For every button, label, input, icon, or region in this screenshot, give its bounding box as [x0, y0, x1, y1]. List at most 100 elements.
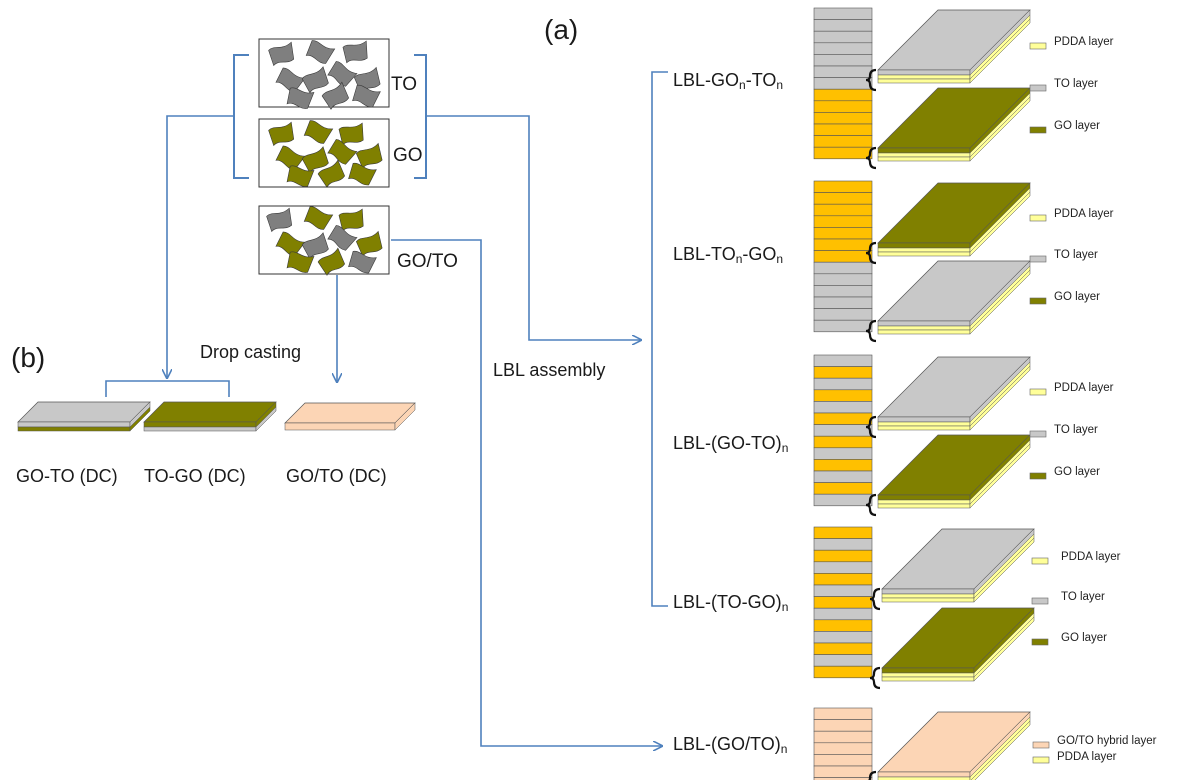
stack-layer [813, 389, 873, 402]
stack-layer [813, 493, 873, 507]
lbl-film-label-4: LBL-(TO-GO)n [673, 592, 789, 614]
legend-4-pdda: PDDA layer [1061, 551, 1121, 563]
nanosheet-flake [338, 122, 364, 146]
drop-cast-film-go-to [17, 401, 151, 432]
stack-layer [813, 77, 873, 90]
brace [865, 68, 877, 92]
nanosheet-flake [303, 206, 334, 230]
stack-layer [813, 366, 873, 379]
stack-to-n-go-n [813, 180, 873, 333]
stack-layer [813, 459, 873, 472]
stack-layer [813, 538, 873, 551]
stack-layer [813, 54, 873, 67]
stack-layer [813, 203, 873, 217]
film-2-go-top [865, 182, 1031, 265]
legend-swatch [1029, 297, 1047, 305]
lbl-stacks [813, 7, 873, 780]
legend-swatch [1029, 472, 1047, 480]
legend-2-pdda: PDDA layer [1054, 208, 1114, 220]
go-label: GO [393, 145, 423, 166]
legend-5-hybrid: GO/TO hybrid layer [1057, 735, 1157, 747]
film-3-to-top [865, 356, 1031, 439]
stack-layer [813, 180, 873, 193]
nanosheet-flake [286, 251, 315, 273]
drop-cast-film-to-go [143, 401, 277, 432]
stack-layer [813, 319, 873, 333]
brace [865, 319, 877, 343]
legend-swatch-hybrid [1032, 741, 1050, 749]
stack-layer [813, 88, 873, 102]
to-label: TO [391, 74, 418, 95]
nanosheet-flake [301, 146, 329, 174]
arrow-to-hybrid-lbl [391, 239, 662, 746]
film-slab [877, 87, 1031, 162]
legend-4-to: TO layer [1061, 591, 1105, 603]
stack-layer [813, 447, 873, 460]
legend-swatch [1029, 84, 1047, 92]
nanosheet-flake [327, 139, 358, 165]
stack-to-go-n [813, 526, 873, 679]
arrow-to-lbl [426, 115, 641, 340]
film-4-to-top [869, 528, 1035, 611]
lbl-film-label-3: LBL-(GO-TO)n [673, 433, 789, 455]
stack-layer [813, 765, 873, 778]
nanosheet-flake [286, 165, 315, 187]
legend-5-pdda: PDDA layer [1057, 751, 1117, 763]
stack-layer [813, 238, 873, 251]
film-slab [877, 434, 1031, 509]
legend-swatch [1029, 430, 1047, 438]
stack-layer [813, 412, 873, 425]
stack-layer [813, 549, 873, 563]
stack-layer [813, 19, 873, 32]
legend-1-pdda: PDDA layer [1054, 36, 1114, 48]
nanosheet-flake [303, 120, 334, 144]
stack-layer [813, 665, 873, 679]
stack-layer [813, 227, 873, 240]
film-3-go-bottom [865, 434, 1031, 517]
stack-layer [813, 642, 873, 655]
stack-layer [813, 730, 873, 744]
nanosheet-flake [268, 121, 295, 147]
stack-layer [813, 7, 873, 20]
nanosheet-flake [317, 247, 345, 276]
to-flakes [268, 40, 381, 110]
stack-layer [813, 261, 873, 275]
nanosheet-flake [342, 40, 368, 64]
stack-layer [813, 308, 873, 321]
stack-layer [813, 123, 873, 136]
stack-layer [813, 596, 873, 609]
nanosheet-flake [338, 208, 364, 232]
stack-layer [813, 296, 873, 309]
legend-1-to: TO layer [1054, 78, 1098, 90]
stack-layer [813, 707, 873, 720]
nanosheet-flake [301, 232, 329, 260]
stack-layer [813, 470, 873, 483]
drop-casting-label: Drop casting [200, 342, 302, 362]
stack-layer [813, 192, 873, 205]
stack-layer [813, 377, 873, 391]
nanosheet-flake [305, 40, 336, 64]
lbl-branch-line [651, 71, 668, 607]
nanosheet-flake [348, 162, 377, 186]
stack-layer [813, 250, 873, 263]
go-sheets-box [258, 118, 390, 188]
stack-layer [813, 42, 873, 55]
mixed-label: GO/TO [397, 251, 458, 272]
stack-layer [813, 607, 873, 621]
stack-go-n-to-n [813, 7, 873, 160]
legend-4-go: GO layer [1061, 632, 1108, 644]
stack-layer [813, 354, 873, 367]
film-slab [881, 607, 1035, 682]
nanosheet-flake [327, 61, 358, 87]
stack-layer [813, 424, 873, 437]
drop-cast-films [17, 401, 416, 432]
legend-swatch [1029, 388, 1047, 396]
legend-swatch [1031, 557, 1049, 565]
legend-swatch [1031, 597, 1049, 605]
mixed-flakes [266, 206, 383, 276]
lbl-assembly-label: LBL assembly [493, 360, 606, 380]
stack-hybrid-n [813, 707, 873, 780]
stack-layer [813, 754, 873, 767]
stack-go-to-n [813, 354, 873, 507]
